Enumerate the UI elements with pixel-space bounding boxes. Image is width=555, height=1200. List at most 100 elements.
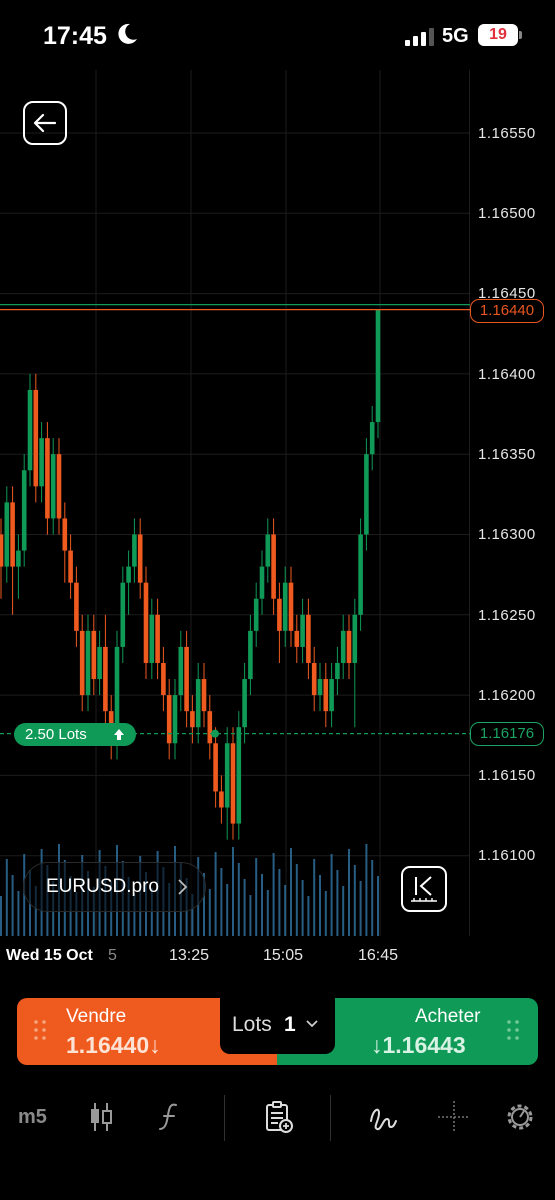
volume-bar	[243, 879, 246, 936]
volume-bar	[214, 852, 217, 936]
candle-body	[219, 791, 224, 808]
jump-to-latest-button[interactable]	[401, 866, 447, 912]
candle-body	[166, 695, 172, 744]
candle-body	[97, 646, 102, 680]
volume-bar	[324, 891, 327, 936]
battery-icon: 19	[478, 24, 518, 46]
signal-icon	[405, 28, 434, 46]
price-axis-label: 1.16100	[478, 847, 536, 864]
candle-body	[282, 582, 288, 631]
clipboard-add-icon[interactable]	[260, 1099, 296, 1135]
price-axis-label: 1.16200	[478, 687, 536, 704]
candle-body	[277, 598, 282, 631]
toolbar-divider	[330, 1095, 331, 1141]
candle-body	[190, 711, 195, 728]
volume-bar	[342, 886, 345, 936]
back-button[interactable]	[23, 101, 67, 145]
lots-selector-value: 1	[284, 1013, 296, 1036]
volume-bar	[371, 860, 374, 936]
candle-body	[137, 534, 143, 583]
candle-body	[155, 614, 160, 663]
candle-body	[79, 630, 85, 696]
candle-body	[329, 679, 334, 712]
candle-body	[224, 743, 230, 808]
volume-bar	[226, 884, 229, 936]
volume-bar	[365, 844, 368, 936]
candle-body	[62, 518, 68, 551]
volume-bar	[133, 893, 136, 936]
price-axis-label: 1.16500	[478, 205, 536, 222]
candle-body	[335, 662, 340, 680]
volume-bar	[75, 892, 78, 936]
candle-body	[323, 679, 329, 712]
candle-body	[253, 598, 259, 631]
candle-body	[271, 534, 276, 599]
candle-body	[346, 630, 352, 663]
battery-tip	[519, 31, 522, 39]
candle-body	[161, 662, 166, 696]
gear-icon[interactable]	[502, 1099, 538, 1135]
position-marker	[211, 729, 219, 738]
crosshair-icon[interactable]	[436, 1099, 472, 1135]
position-price-tag: 1.16176	[470, 722, 544, 746]
candle-body	[50, 454, 56, 519]
candle-body	[201, 679, 207, 712]
candlestick-icon[interactable]	[83, 1099, 119, 1135]
jump-to-latest-icon	[411, 876, 437, 902]
candle-body	[294, 630, 300, 647]
current-price-tag: 1.16440	[470, 299, 544, 323]
price-chart[interactable]	[0, 70, 470, 936]
lots-selector[interactable]	[220, 997, 335, 1054]
symbol-selector[interactable]	[23, 862, 206, 912]
volume-bar	[255, 858, 258, 936]
indicator-icon[interactable]	[152, 1099, 188, 1135]
candle-body	[56, 454, 62, 519]
volume-bar	[266, 890, 269, 936]
draw-icon[interactable]	[365, 1099, 401, 1135]
date-label: Wed 15 Oct	[6, 947, 93, 964]
volume-bar	[232, 847, 234, 936]
price-axis-label: 1.16300	[478, 526, 536, 543]
candle-body	[21, 470, 27, 551]
candle-body	[74, 582, 79, 631]
candle-body	[16, 550, 21, 567]
candle-body	[172, 695, 178, 744]
candle-body	[0, 534, 4, 567]
volume-bar	[11, 875, 14, 936]
candle-body	[85, 630, 91, 696]
timeframe-button[interactable]: m5	[18, 1106, 47, 1128]
price-axis-label: 1.16350	[478, 446, 536, 463]
time-axis-label: 16:45	[358, 947, 399, 964]
volume-bar	[301, 880, 304, 936]
toolbar-divider	[224, 1095, 225, 1141]
price-axis-label: 1.16450	[478, 285, 536, 302]
candle-body	[132, 534, 137, 567]
price-axis-label: 1.16250	[478, 607, 536, 624]
candle-body	[27, 389, 33, 471]
candle-body	[126, 566, 131, 583]
volume-bar	[220, 868, 223, 936]
candle-body	[236, 727, 242, 824]
volume-bar	[284, 885, 287, 936]
volume-bar	[353, 865, 356, 936]
symbol-label: EURUSD.pro	[46, 876, 159, 897]
lots-selector-label: Lots	[232, 1013, 272, 1036]
price-axis-label: 1.16400	[478, 366, 536, 383]
position-lots-badge[interactable]: 2.50 Lots	[14, 723, 136, 746]
volume-bar	[359, 881, 362, 936]
candle-body	[10, 502, 15, 567]
time-axis-label: 5	[108, 947, 117, 964]
volume-bar	[17, 891, 20, 936]
candle-body	[259, 566, 265, 599]
candle-body	[300, 614, 305, 647]
candle-body	[317, 679, 323, 696]
candle-body	[358, 534, 363, 615]
volume-bar	[5, 859, 8, 936]
sell-price: 1.16440↓	[66, 1032, 161, 1058]
network-type: 5G	[442, 25, 469, 47]
volume-bar	[278, 869, 281, 936]
candle-body	[364, 454, 369, 535]
candle-body	[265, 534, 271, 567]
candle-body	[68, 550, 73, 583]
candle-body	[114, 646, 120, 744]
